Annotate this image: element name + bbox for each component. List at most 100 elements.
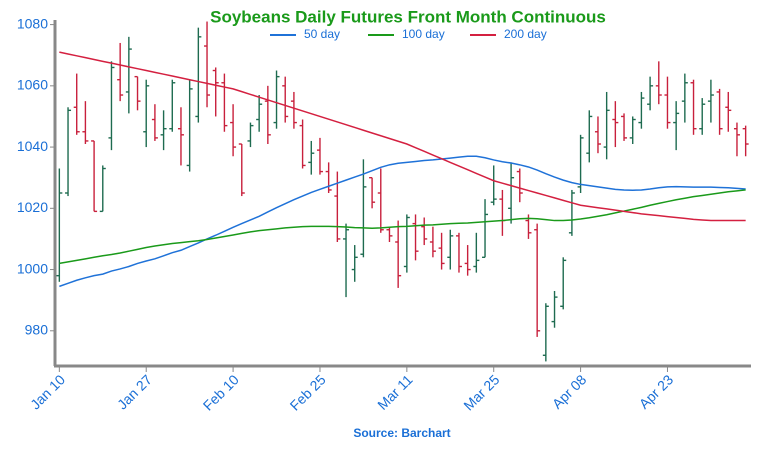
ohlc-bar [621,113,628,141]
ohlc-bar [351,245,358,282]
ohlc-bar [386,226,393,242]
plot-area: 980 1000 1020 1040 1060 1080 Jan 10 Jan 27 Feb 1… [17,15,749,414]
ohlc-bar [316,137,323,175]
y-tick-label: 1060 [17,77,48,93]
ohlc-bar [464,245,471,276]
source-note: Source: Barchart [353,426,450,440]
ohlc-bar [221,73,228,132]
ohlc-bar [586,110,593,163]
ohlc-bar [395,220,402,288]
x-tick-label: Feb 25 [287,371,329,413]
ohlc-bar [707,79,714,123]
ohlc-bar [551,290,558,328]
y-tick-label: 1020 [17,199,48,215]
ohlc-bar [143,79,150,148]
ohlc-bar [629,116,636,145]
ohlc-bar [681,73,688,123]
ohlc-bar [568,189,575,236]
ohlc-bar [455,232,462,273]
ohlc-bar [403,214,410,273]
ohlc-bar [56,168,63,282]
ohlc-bar [308,140,315,175]
ohlc-bar [238,143,245,197]
legend-label: 50 day [304,27,340,41]
ohlc-bar [542,303,549,362]
ohlc-bar [282,76,289,123]
ohlc-bar [473,232,480,273]
ohlc-bar [594,116,601,154]
ohlc-bar [264,85,271,145]
ohlc-bar [421,217,428,246]
ohlc-bar [273,70,280,129]
y-tick-label: 1040 [17,138,48,154]
ohlc-bar [699,98,706,135]
ohlc-bar [742,125,749,157]
ohlc-bar [499,189,506,236]
ohlc-bar [108,61,115,151]
ohlc-bar [716,88,723,135]
y-tick-label: 980 [25,321,49,337]
ohlc-bar [638,91,645,129]
ohlc-bar [377,168,384,233]
x-tick-label: Jan 27 [114,371,155,412]
ohlc-bar [560,257,567,310]
ohlc-bar [733,122,740,157]
moving-average-line [59,189,746,265]
x-tick-label: Apr 23 [636,371,677,412]
ohlc-bar [490,165,497,206]
ohlc-bar [690,79,697,135]
ohlc-bar [125,36,132,114]
ohlc-bar [482,199,489,259]
y-tick-label: 1080 [17,15,48,31]
ohlc-bar [256,95,263,132]
ohlc-bar [290,91,297,129]
ohlc-bar [612,101,619,148]
ohlc-bar [169,79,176,132]
ohlc-bar [299,119,306,169]
x-tick-label: Mar 11 [374,371,416,413]
ohlc-bar [177,107,184,166]
ohlc-bar [360,159,367,258]
ohlc-bar [725,91,732,132]
ohlc-bar [82,101,89,145]
ohlc-bar [664,76,671,129]
x-tick-label: Jan 10 [27,371,68,412]
moving-average-line [59,155,746,288]
ohlc-bar [603,91,610,160]
x-tick-label: Feb 10 [200,371,242,413]
ohlc-bar [647,76,654,111]
ohlc-bar [212,67,219,117]
ohlc-bar [117,42,124,102]
legend-label: 100 day [402,27,445,41]
ohlc-bar [195,27,202,123]
ohlc-bar [160,110,167,151]
ohlc-bar [99,165,106,213]
ohlc-bar [204,21,211,108]
ohlc-bar [577,134,584,193]
ohlc-bar [134,75,141,111]
ohlc-bar [73,73,80,135]
y-tick-label: 1000 [17,260,48,276]
ohlc-bar [447,229,454,270]
ohlc-bar [429,226,436,258]
ohlc-bar [230,104,237,157]
x-tick-label: Mar 25 [460,371,502,413]
ohlc-bar [247,122,254,148]
ohlc-bar [438,232,445,270]
ohlc-bar [673,101,680,151]
ohlc-bar [186,79,193,172]
ohlc-bar [508,162,515,224]
ohlc-bar [65,107,72,197]
ohlc-bar [343,223,350,298]
ohlc-bar [516,168,523,203]
ohlc-bar [412,214,419,261]
ohlc-bar [325,162,332,193]
legend-label: 200 day [504,27,547,41]
ohlc-bar [151,104,158,141]
moving-average-line [59,51,746,222]
chart-title: Soybeans Daily Futures Front Month Conti… [210,7,606,26]
ohlc-bar [655,61,662,105]
ohlc-bar [369,176,376,209]
x-tick-label: Apr 08 [549,371,590,412]
